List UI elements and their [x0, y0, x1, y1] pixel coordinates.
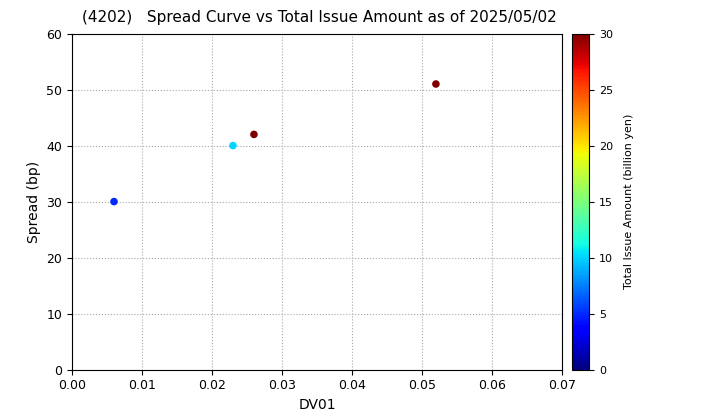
Point	[108, 198, 120, 205]
Point	[430, 81, 441, 87]
Y-axis label: Spread (bp): Spread (bp)	[27, 160, 41, 243]
Text: (4202)   Spread Curve vs Total Issue Amount as of 2025/05/02: (4202) Spread Curve vs Total Issue Amoun…	[82, 10, 557, 26]
Point	[228, 142, 239, 149]
X-axis label: DV01: DV01	[298, 398, 336, 412]
Point	[248, 131, 260, 138]
Y-axis label: Total Issue Amount (billion yen): Total Issue Amount (billion yen)	[624, 114, 634, 289]
